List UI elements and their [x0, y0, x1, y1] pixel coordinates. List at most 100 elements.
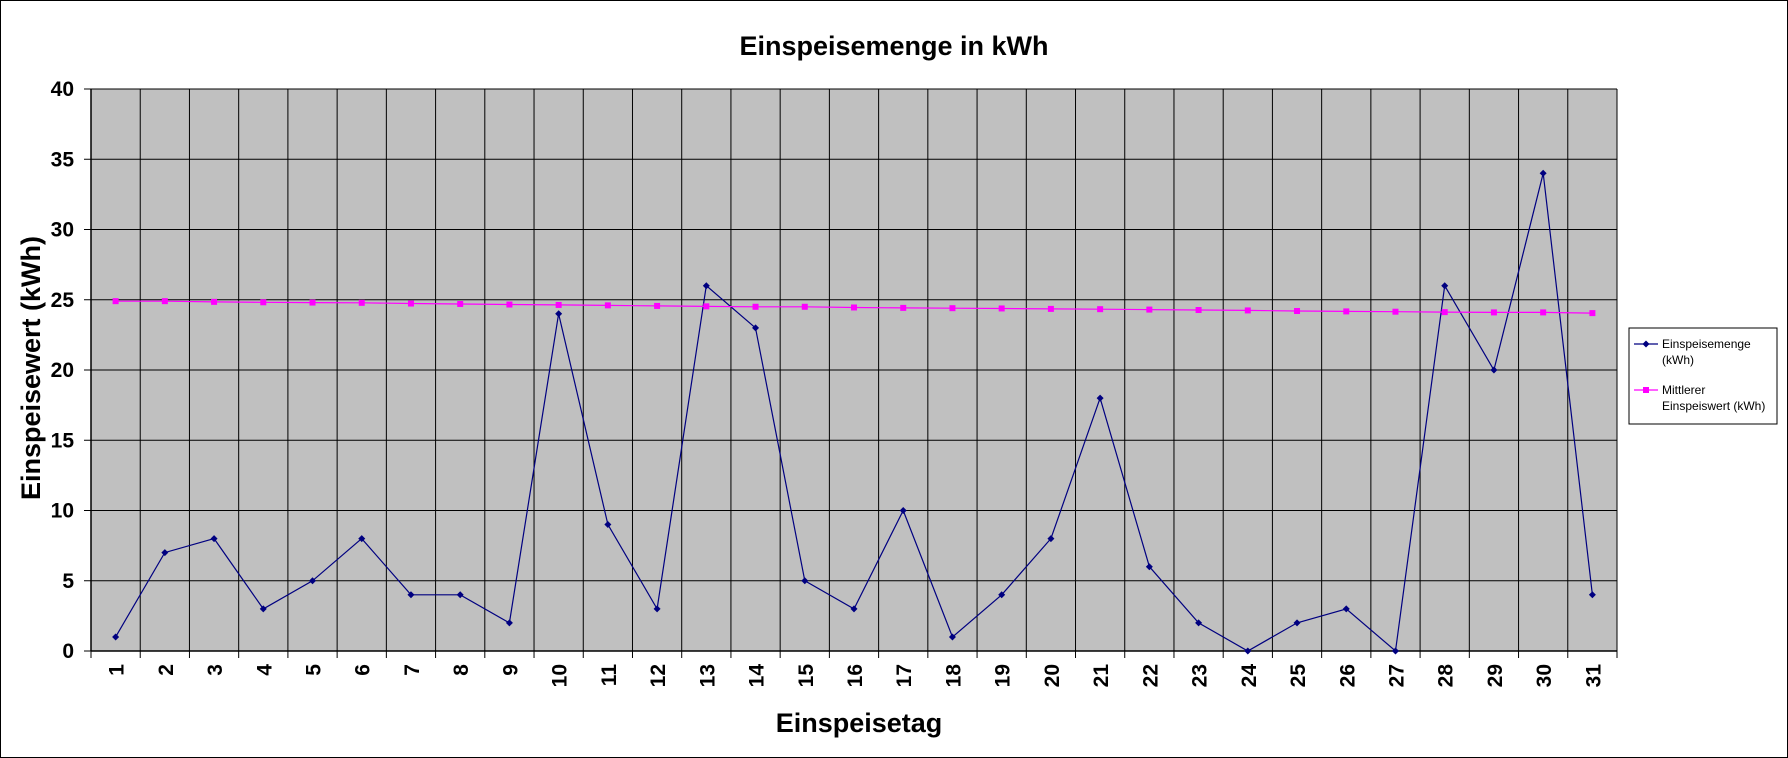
data-point — [506, 301, 513, 308]
y-tick-label: 15 — [51, 429, 75, 452]
x-tick-label: 11 — [598, 664, 621, 687]
legend-entry-1: Einspeisemenge (kWh) — [1634, 337, 1751, 367]
data-point — [1343, 308, 1350, 315]
data-point — [1392, 308, 1399, 315]
data-point — [949, 305, 956, 312]
y-tick-label: 0 — [62, 640, 74, 663]
data-point — [161, 549, 169, 557]
data-point — [1539, 169, 1547, 177]
data-point — [309, 577, 317, 585]
data-point — [456, 591, 464, 599]
y-tick-label: 35 — [51, 148, 75, 171]
chart-title: Einspeisemenge in kWh — [739, 31, 1048, 61]
data-point — [1244, 647, 1252, 655]
x-tick-label: 14 — [746, 664, 769, 688]
y-axis-title: Einspeisewert (kWh) — [16, 236, 46, 500]
data-point — [358, 299, 365, 306]
data-point — [210, 535, 218, 543]
data-point — [1146, 306, 1153, 313]
data-point — [998, 591, 1006, 599]
data-point — [1589, 310, 1596, 317]
data-point — [1195, 619, 1203, 627]
data-point — [407, 300, 414, 307]
x-tick-label: 29 — [1484, 664, 1507, 687]
legend-marker — [1643, 387, 1649, 393]
data-point — [604, 521, 612, 529]
series-1 — [112, 169, 1596, 655]
x-tick-label: 19 — [992, 664, 1015, 687]
data-point — [260, 299, 267, 306]
data-point — [1540, 309, 1547, 316]
data-point — [1441, 309, 1448, 316]
x-tick-label: 30 — [1533, 664, 1556, 687]
x-tick-label: 18 — [942, 664, 965, 688]
legend-label: Einspeisemenge (kWh) — [1662, 337, 1751, 367]
x-tick-label: 22 — [1139, 664, 1162, 687]
x-tick-label: 24 — [1238, 664, 1261, 688]
x-tick-label: 17 — [893, 664, 916, 687]
data-point — [801, 303, 808, 310]
series-2 — [112, 298, 1596, 317]
y-axis-ticks: 0 5 10 15 20 25 30 35 40 — [51, 78, 91, 663]
data-point — [161, 298, 168, 305]
data-point — [1441, 282, 1449, 290]
data-point — [555, 301, 562, 308]
x-tick-label: 31 — [1582, 664, 1605, 688]
data-point — [309, 299, 316, 306]
x-tick-label: 4 — [253, 664, 276, 676]
data-point — [702, 282, 710, 290]
data-point — [505, 619, 513, 627]
x-tick-label: 10 — [549, 664, 572, 687]
x-tick-label: 8 — [450, 664, 473, 676]
data-point — [1391, 647, 1399, 655]
data-point — [211, 298, 218, 305]
x-tick-label: 26 — [1336, 664, 1359, 687]
data-point — [1244, 307, 1251, 314]
x-tick-label: 3 — [204, 664, 227, 676]
data-point — [948, 633, 956, 641]
x-tick-label: 27 — [1385, 664, 1408, 687]
x-tick-label: 23 — [1189, 664, 1212, 687]
data-point — [653, 605, 661, 613]
x-tick-label: 28 — [1435, 664, 1458, 688]
y-tick-label: 30 — [51, 219, 74, 242]
data-point — [407, 591, 415, 599]
data-point — [1490, 309, 1497, 316]
data-point — [850, 605, 858, 613]
data-point — [654, 302, 661, 309]
data-point — [752, 324, 760, 332]
x-tick-label: 25 — [1287, 664, 1310, 688]
data-point — [1588, 591, 1596, 599]
data-point — [1097, 306, 1104, 313]
data-point — [259, 605, 267, 613]
data-point — [998, 305, 1005, 312]
legend-entry-2: Mittlerer Einspeiswert (kWh) — [1634, 383, 1765, 413]
data-point — [112, 298, 119, 305]
data-point — [801, 577, 809, 585]
x-axis-ticks: 1 2 3 4 5 6 7 8 9 10 11 12 13 14 15 16 17 18 19 20 21 22 23 24 2… — [90, 651, 1618, 688]
x-tick-label: 6 — [352, 664, 375, 676]
data-point — [900, 304, 907, 311]
x-tick-label: 16 — [844, 664, 867, 687]
data-point — [457, 300, 464, 307]
data-point — [1047, 535, 1055, 543]
x-tick-label: 21 — [1090, 664, 1113, 688]
data-point — [604, 302, 611, 309]
data-point — [752, 303, 759, 310]
legend-label: Mittlerer Einspeiswert (kWh) — [1662, 383, 1765, 413]
data-point — [1293, 619, 1301, 627]
data-point — [1145, 563, 1153, 571]
chart-legend: Einspeisemenge (kWh) Mittlerer Einspeiswert… — [1628, 327, 1778, 425]
x-tick-label: 13 — [696, 664, 719, 687]
series-layer — [112, 169, 1596, 655]
data-point — [1490, 366, 1498, 374]
y-tick-label: 25 — [51, 289, 75, 312]
data-point — [703, 303, 710, 310]
data-point — [112, 633, 120, 641]
x-tick-label: 20 — [1041, 664, 1064, 687]
y-tick-label: 10 — [51, 500, 74, 523]
x-tick-label: 9 — [499, 664, 522, 676]
data-point — [1047, 305, 1054, 312]
